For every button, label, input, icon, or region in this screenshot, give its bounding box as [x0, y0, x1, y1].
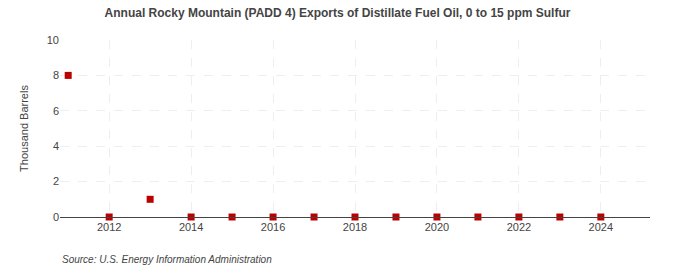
svg-text:2020: 2020 [425, 221, 449, 233]
svg-text:2016: 2016 [261, 221, 285, 233]
svg-text:Thousand Barrels: Thousand Barrels [18, 85, 30, 172]
svg-text:Source: U.S. Energy Informatio: Source: U.S. Energy Information Administ… [62, 254, 272, 265]
svg-text:6: 6 [53, 105, 59, 117]
svg-text:8: 8 [53, 69, 59, 81]
svg-text:4: 4 [53, 140, 59, 152]
svg-text:2024: 2024 [589, 221, 613, 233]
svg-text:0: 0 [53, 211, 59, 223]
svg-text:2022: 2022 [507, 221, 531, 233]
svg-text:2018: 2018 [343, 221, 367, 233]
svg-text:2014: 2014 [179, 221, 203, 233]
svg-text:Annual Rocky Mountain (PADD 4): Annual Rocky Mountain (PADD 4) Exports o… [105, 6, 571, 20]
svg-text:10: 10 [47, 34, 59, 46]
svg-text:2012: 2012 [97, 221, 121, 233]
svg-text:2: 2 [53, 175, 59, 187]
